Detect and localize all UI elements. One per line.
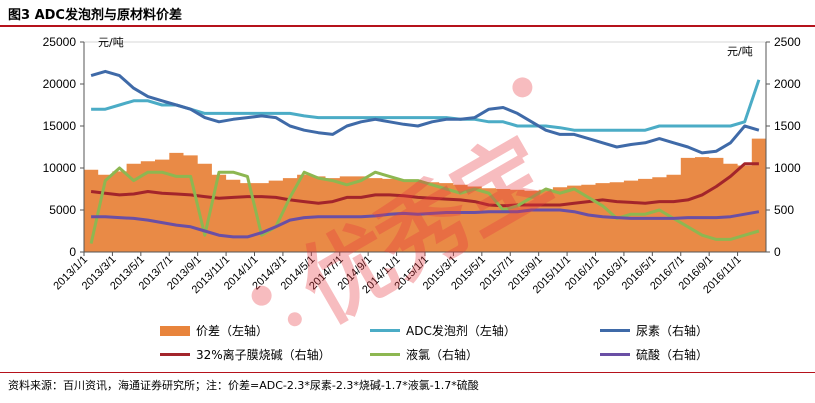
legend-item: 价差（左轴） [160, 322, 268, 339]
legend-label: 价差（左轴） [196, 324, 269, 338]
left-axis-tick-label: 20000 [43, 77, 77, 91]
left-axis-tick-label: 15000 [43, 119, 77, 133]
legend-swatch [600, 329, 630, 332]
right-axis-unit-label: 元/吨 [727, 45, 753, 58]
legend-swatch [160, 353, 190, 356]
legend-label: 硫酸（右轴） [636, 348, 709, 362]
legend-swatch [370, 329, 400, 332]
legend-item: 32%离子膜烧碱（右轴） [160, 346, 331, 363]
right-axis-tick-label: 500 [774, 203, 794, 217]
title-rule [0, 25, 815, 27]
legend-swatch [600, 353, 630, 356]
legend-label: 尿素（右轴） [636, 324, 709, 338]
right-axis-tick-label: 2000 [774, 77, 801, 91]
series-line-chlorine [89, 166, 760, 244]
left-axis-tick-label: 0 [69, 245, 76, 259]
source-note: 资料来源：百川资讯，海通证券研究所；注：价差=ADC-2.3*尿素-2.3*烧碱… [8, 379, 479, 392]
chart-svg: 0 5000 10000 15000 20000 25000 0 500 1000 1500 200… [43, 35, 801, 296]
left-axis-tick-label: 10000 [43, 161, 77, 175]
chart-legend: 价差（左轴） ADC发泡剂（左轴） 尿素（右轴） 32%离子膜烧碱（右轴） 液氯（右轴）… [160, 322, 800, 368]
series-4 [89, 166, 760, 244]
source-rule [0, 372, 815, 373]
right-axis-tick-label: 1500 [774, 119, 801, 133]
left-axis-tick-label: 5000 [49, 203, 76, 217]
legend-swatch [370, 353, 400, 356]
legend-item: 硫酸（右轴） [600, 346, 708, 363]
legend-swatch [160, 325, 190, 336]
series-2 [90, 69, 760, 155]
series-0 [84, 138, 766, 252]
right-axis-tick-label: 1000 [774, 161, 801, 175]
left-axis-tick-label: 25000 [43, 35, 77, 49]
legend-item: ADC发泡剂（左轴） [370, 322, 516, 339]
series-line-adc [91, 79, 761, 132]
series-1 [91, 79, 761, 132]
series-layer [84, 69, 766, 252]
series-line-sulfuric [91, 208, 760, 239]
legend-item: 尿素（右轴） [600, 322, 708, 339]
legend-label: 液氯（右轴） [406, 348, 479, 362]
right-axis-tick-label: 0 [774, 245, 781, 259]
legend-label: 32%离子膜烧碱（右轴） [196, 348, 331, 362]
spread-area [84, 138, 766, 252]
legend-label: ADC发泡剂（左轴） [406, 324, 516, 338]
right-axis-tick-label: 2500 [774, 35, 801, 49]
legend-item: 液氯（右轴） [370, 346, 478, 363]
series-line-caustic [90, 162, 759, 208]
series-line-urea [90, 69, 760, 155]
series-5 [91, 208, 760, 239]
left-axis-unit-label: 元/吨 [98, 36, 124, 49]
figure-title: 图3 ADC发泡剂与原材料价差 [8, 8, 182, 23]
